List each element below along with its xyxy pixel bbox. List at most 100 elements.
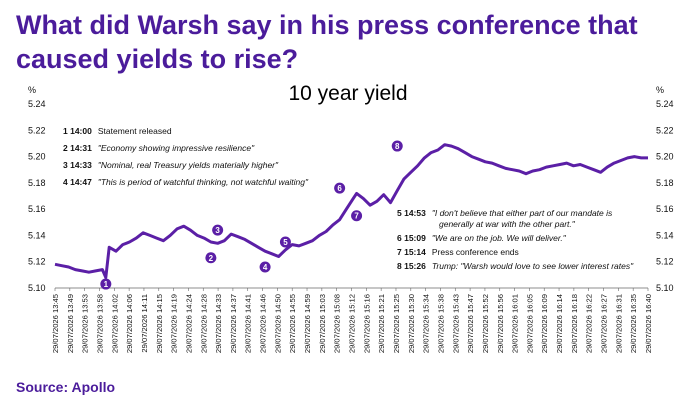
x-tick-label: 29/07/2026 14:19 bbox=[170, 294, 179, 353]
x-tick-label: 29/07/2026 14:33 bbox=[214, 294, 223, 353]
x-tick-label: 29/07/2026 16:14 bbox=[555, 294, 564, 353]
x-tick-label: 29/07/2026 15:08 bbox=[333, 294, 342, 353]
annotation-8: 8 15:26 Trump: "Warsh would love to see l… bbox=[397, 261, 634, 271]
y-tick-left: 5.18 bbox=[28, 178, 46, 188]
x-tick-label: 29/07/2026 14:24 bbox=[184, 294, 193, 353]
headline: What did Warsh say in his press conferen… bbox=[16, 10, 638, 74]
annotation-time: 15:09 bbox=[404, 233, 426, 243]
yield-line bbox=[54, 143, 648, 279]
event-marker-8: 8 bbox=[391, 140, 403, 152]
annotation-text: "This is period of watchful thinking, no… bbox=[98, 177, 309, 187]
x-tick-label: 29/07/2026 14:55 bbox=[288, 294, 297, 353]
event-marker-3: 3 bbox=[212, 224, 224, 236]
annotation-5: 5 14:53 "I don't believe that either part… bbox=[397, 208, 613, 218]
y-unit-right: % bbox=[656, 85, 664, 95]
x-tick-label: 29/07/2026 15:43 bbox=[451, 294, 460, 353]
y-tick-right: 5.18 bbox=[656, 178, 674, 188]
event-marker-dot bbox=[259, 261, 271, 273]
y-tick-left: 5.14 bbox=[28, 230, 46, 240]
x-tick-label: 29/07/2026 16:27 bbox=[600, 294, 609, 353]
annotation-time: 14:31 bbox=[70, 143, 92, 153]
y-tick-left: 5.16 bbox=[28, 204, 46, 214]
annotation-time: 14:53 bbox=[404, 208, 426, 218]
event-marker-2: 2 bbox=[205, 252, 217, 264]
x-tick-label: 29/07/2026 15:30 bbox=[407, 294, 416, 353]
x-tick-label: 29/07/2026 15:56 bbox=[496, 294, 505, 353]
y-tick-left: 5.24 bbox=[28, 99, 46, 109]
x-tick-label: 29/07/2026 14:11 bbox=[140, 294, 149, 353]
x-tick-label: 29/07/2026 14:06 bbox=[125, 294, 134, 353]
event-marker-number: 5 bbox=[283, 238, 288, 247]
annotation-2: 2 14:31 "Economy showing impressive resil… bbox=[63, 143, 255, 153]
y-tick-left: 5.12 bbox=[28, 257, 46, 267]
y-tick-left: 5.20 bbox=[28, 152, 46, 162]
annotation-7: 7 15:14 Press conference ends bbox=[397, 247, 519, 257]
x-tick-label: 29/07/2026 14:46 bbox=[259, 294, 268, 353]
event-marker-number: 6 bbox=[337, 184, 342, 193]
x-tick-label: 29/07/2026 14:59 bbox=[303, 294, 312, 353]
y-tick-right: 5.14 bbox=[656, 230, 674, 240]
y-unit-left: % bbox=[28, 85, 36, 95]
annotation-time: 14:33 bbox=[70, 160, 92, 170]
annotation-text: "Nominal, real Treasury yields materiall… bbox=[98, 160, 279, 170]
chart-title: 10 year yield bbox=[288, 82, 407, 105]
y-tick-right: 5.20 bbox=[656, 152, 674, 162]
x-tick-label: 29/07/2026 14:41 bbox=[244, 294, 253, 353]
x-tick-label: 29/07/2026 15:03 bbox=[318, 294, 327, 353]
annotation-number: 5 bbox=[397, 208, 404, 218]
x-tick-label: 29/07/2026 15:12 bbox=[348, 294, 357, 353]
annotation-text: Statement released bbox=[98, 126, 172, 136]
annotation-time: 14:47 bbox=[70, 177, 92, 187]
event-marker-number: 4 bbox=[263, 263, 268, 272]
x-tick-label: 29/07/2026 16:01 bbox=[511, 294, 520, 353]
annotation-time: 14:00 bbox=[70, 126, 92, 136]
x-tick-label: 29/07/2026 15:52 bbox=[481, 294, 490, 353]
x-tick-label: 29/07/2026 14:02 bbox=[110, 294, 119, 353]
x-tick-label: 29/07/2026 16:09 bbox=[540, 294, 549, 353]
event-marker-dot bbox=[279, 236, 291, 248]
annotation-4: 4 14:47 "This is period of watchful think… bbox=[63, 177, 309, 187]
annotation-text: "We are on the job. We will deliver." bbox=[432, 233, 567, 243]
x-tick-label: 29/07/2026 15:16 bbox=[362, 294, 371, 353]
x-tick-label: 29/07/2026 16:40 bbox=[644, 294, 653, 353]
y-tick-right: 5.16 bbox=[656, 204, 674, 214]
annotation-number: 7 bbox=[397, 247, 404, 257]
annotation-number: 1 bbox=[63, 126, 70, 136]
y-tick-left: 5.22 bbox=[28, 125, 46, 135]
annotation-6: 6 15:09 "We are on the job. We will deliv… bbox=[397, 233, 567, 243]
y-tick-right: 5.12 bbox=[656, 257, 674, 267]
x-tick-label: 29/07/2026 15:38 bbox=[436, 294, 445, 353]
annotation-time: 15:14 bbox=[404, 247, 426, 257]
x-tick-label: 29/07/2026 14:15 bbox=[155, 294, 164, 353]
x-tick-label: 29/07/2026 13:45 bbox=[51, 294, 60, 353]
annotation-time: 15:26 bbox=[404, 261, 426, 271]
event-marker-1: 1 bbox=[100, 278, 112, 290]
x-tick-label: 29/07/2026 14:28 bbox=[199, 294, 208, 353]
x-tick-label: 29/07/2026 15:21 bbox=[377, 294, 386, 353]
y-tick-left: 5.10 bbox=[28, 283, 46, 293]
event-marker-4: 4 bbox=[259, 261, 271, 273]
event-marker-dot bbox=[100, 278, 112, 290]
annotation-number: 2 bbox=[63, 143, 70, 153]
x-tick-label: 29/07/2026 16:22 bbox=[585, 294, 594, 353]
event-marker-dot bbox=[212, 224, 224, 236]
annotation-text: "I don't believe that either part of our… bbox=[432, 208, 613, 218]
event-marker-7: 7 bbox=[351, 210, 363, 222]
x-tick-label: 29/07/2026 13:49 bbox=[66, 294, 75, 353]
event-marker-number: 3 bbox=[215, 226, 220, 235]
y-tick-right: 5.24 bbox=[656, 99, 674, 109]
event-marker-dot bbox=[205, 252, 217, 264]
y-tick-right: 5.22 bbox=[656, 125, 674, 135]
event-marker-dot bbox=[351, 210, 363, 222]
event-marker-6: 6 bbox=[334, 182, 346, 194]
annotation-3: 3 14:33 "Nominal, real Treasury yields ma… bbox=[63, 160, 279, 170]
x-tick-label: 29/07/2026 13:58 bbox=[95, 294, 104, 353]
annotation-1: 1 14:00 Statement released bbox=[63, 126, 172, 136]
x-tick-label: 29/07/2026 13:53 bbox=[81, 294, 90, 353]
annotation-text-cont: generally at war with the other part." bbox=[439, 219, 576, 229]
x-tick-label: 29/07/2026 15:47 bbox=[466, 294, 475, 353]
annotation-number: 8 bbox=[397, 261, 404, 271]
x-tick-label: 29/07/2026 14:37 bbox=[229, 294, 238, 353]
annotation-text: Press conference ends bbox=[432, 247, 519, 257]
